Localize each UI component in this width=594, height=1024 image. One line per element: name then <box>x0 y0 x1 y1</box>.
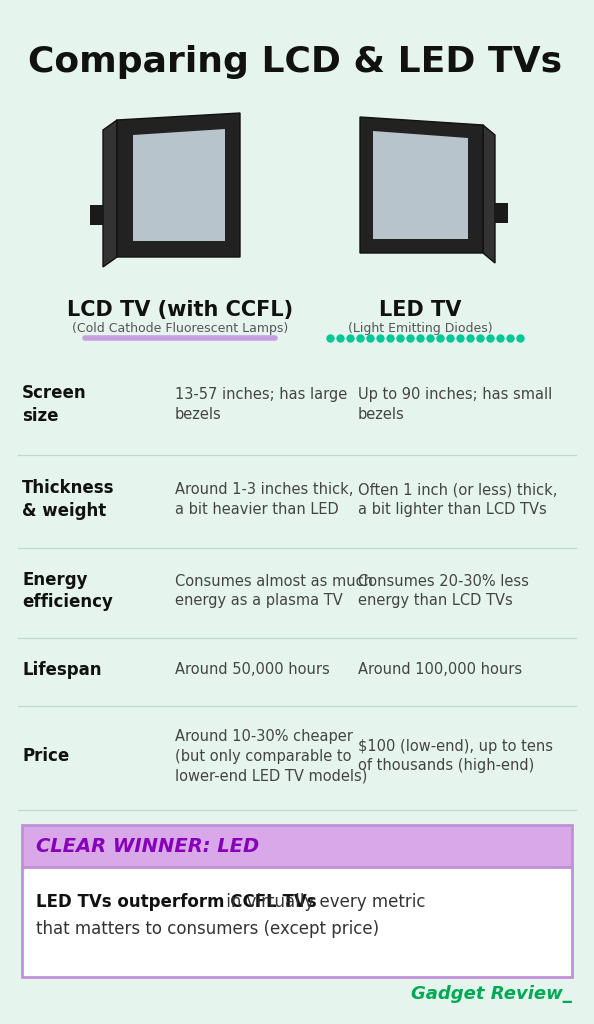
Text: CLEAR WINNER: LED: CLEAR WINNER: LED <box>36 837 259 855</box>
Text: Often 1 inch (or less) thick,
a bit lighter than LCD TVs: Often 1 inch (or less) thick, a bit ligh… <box>358 482 557 517</box>
Polygon shape <box>133 129 225 241</box>
Text: Around 50,000 hours: Around 50,000 hours <box>175 663 330 678</box>
Text: Comparing LCD & LED TVs: Comparing LCD & LED TVs <box>28 45 562 79</box>
Text: in virtually every metric: in virtually every metric <box>221 893 425 911</box>
Text: Up to 90 inches; has small
bezels: Up to 90 inches; has small bezels <box>358 387 552 422</box>
Text: Around 10-30% cheaper
(but only comparable to
lower-end LED TV models): Around 10-30% cheaper (but only comparab… <box>175 729 367 783</box>
Polygon shape <box>90 205 103 225</box>
Polygon shape <box>495 203 508 223</box>
Text: that matters to consumers (except price): that matters to consumers (except price) <box>36 920 379 938</box>
Text: 13-57 inches; has large
bezels: 13-57 inches; has large bezels <box>175 387 347 422</box>
Polygon shape <box>360 117 483 253</box>
Text: LED TV: LED TV <box>379 300 461 319</box>
FancyBboxPatch shape <box>22 825 572 867</box>
Polygon shape <box>117 113 240 257</box>
Text: Lifespan: Lifespan <box>22 662 102 679</box>
Text: Consumes almost as much
energy as a plasma TV: Consumes almost as much energy as a plas… <box>175 573 373 608</box>
Text: Around 1-3 inches thick,
a bit heavier than LED: Around 1-3 inches thick, a bit heavier t… <box>175 482 353 517</box>
Text: Energy
efficiency: Energy efficiency <box>22 571 113 611</box>
Text: Price: Price <box>22 746 69 765</box>
Text: Consumes 20-30% less
energy than LCD TVs: Consumes 20-30% less energy than LCD TVs <box>358 573 529 608</box>
Text: (Cold Cathode Fluorescent Lamps): (Cold Cathode Fluorescent Lamps) <box>72 322 288 335</box>
Text: $100 (low-end), up to tens
of thousands (high-end): $100 (low-end), up to tens of thousands … <box>358 738 553 773</box>
Text: LED TVs outperform CCFL TVs: LED TVs outperform CCFL TVs <box>36 893 317 911</box>
FancyBboxPatch shape <box>22 867 572 977</box>
Polygon shape <box>373 131 468 239</box>
Text: (Light Emitting Diodes): (Light Emitting Diodes) <box>347 322 492 335</box>
Text: Thickness
& weight: Thickness & weight <box>22 479 115 519</box>
Polygon shape <box>483 125 495 263</box>
Text: Screen
size: Screen size <box>22 384 87 425</box>
Text: Gadget Review_: Gadget Review_ <box>411 985 572 1002</box>
Text: LCD TV (with CCFL): LCD TV (with CCFL) <box>67 300 293 319</box>
Polygon shape <box>103 120 117 267</box>
Text: Around 100,000 hours: Around 100,000 hours <box>358 663 522 678</box>
